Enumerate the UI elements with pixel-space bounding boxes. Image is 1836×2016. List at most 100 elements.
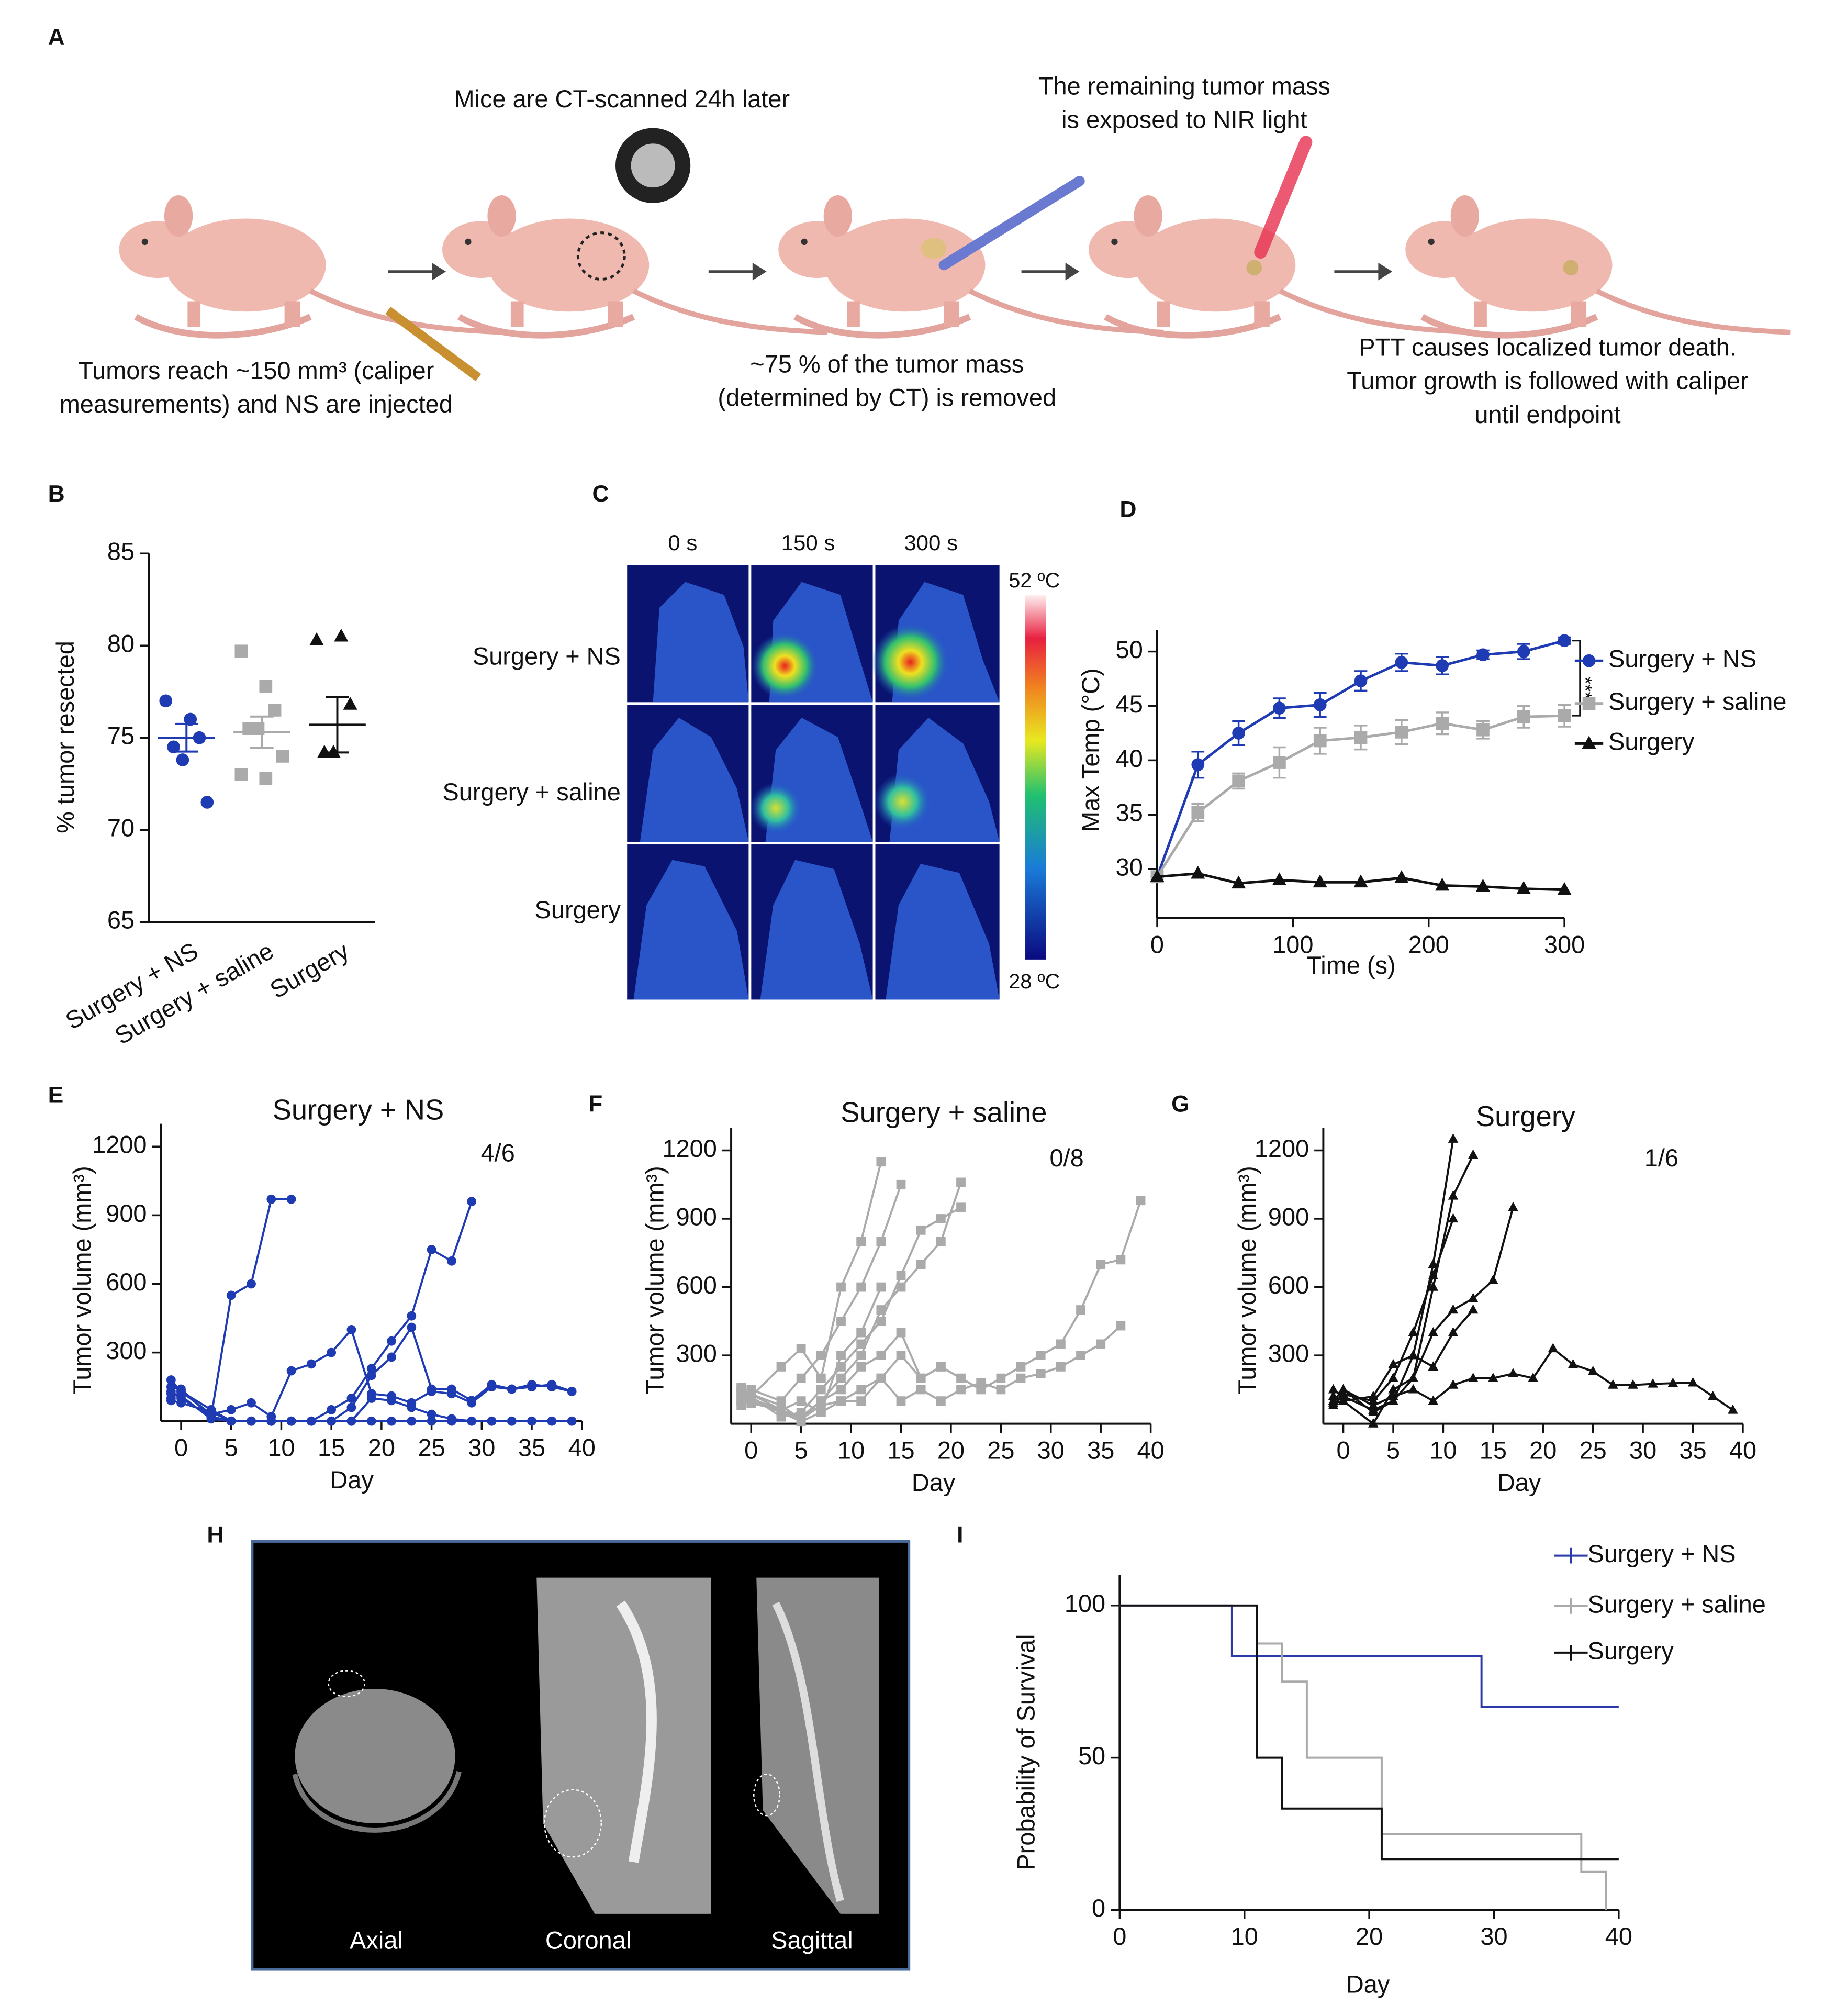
marker <box>1354 674 1368 688</box>
x-tick-label: 15 <box>887 1436 914 1464</box>
marker <box>268 704 282 717</box>
marker <box>1428 1270 1439 1279</box>
marker <box>226 1416 236 1426</box>
y-axis-label: Max Temp (°C) <box>1077 668 1104 832</box>
caption: Tumor growth is followed with caliper <box>1347 367 1749 395</box>
marker <box>407 1416 417 1426</box>
y-tick-label: 900 <box>676 1203 717 1230</box>
marker <box>427 1409 436 1419</box>
marker <box>326 744 341 758</box>
marker <box>176 1394 186 1403</box>
y-tick-label: 300 <box>1268 1340 1309 1367</box>
marker <box>1096 1339 1106 1349</box>
marker <box>1516 881 1531 894</box>
marker <box>346 1402 356 1412</box>
marker <box>346 1394 356 1403</box>
marker <box>1517 710 1530 723</box>
x-tick-label: 15 <box>318 1434 345 1461</box>
legend-label: Surgery <box>1608 728 1695 755</box>
marker <box>876 1351 886 1361</box>
marker <box>936 1362 946 1372</box>
marker <box>286 1366 296 1376</box>
marker <box>816 1373 826 1383</box>
marker <box>1076 1305 1085 1315</box>
marker <box>856 1339 866 1349</box>
marker <box>956 1385 966 1395</box>
y-tick-label: 900 <box>1268 1203 1309 1230</box>
legend-marker <box>1582 697 1596 710</box>
scale-min: 28 ºC <box>1009 970 1060 993</box>
x-axis-label: Day <box>912 1469 956 1496</box>
group-label: Surgery + NS <box>473 643 621 670</box>
x-tick-label: Surgery <box>265 937 354 1004</box>
marker <box>226 1405 236 1414</box>
marker <box>1273 756 1286 769</box>
x-tick-label: 35 <box>518 1434 545 1461</box>
y-tick-label: 65 <box>107 907 135 934</box>
y-tick-label: 75 <box>107 722 135 750</box>
marker <box>1548 1343 1559 1353</box>
marker <box>736 1385 746 1395</box>
marker <box>407 1402 417 1412</box>
x-tick-label: 15 <box>1480 1436 1507 1464</box>
x-tick-label: 100 <box>1272 931 1313 959</box>
marker <box>1116 1255 1126 1265</box>
marker <box>1388 1390 1398 1400</box>
marker <box>1448 1379 1459 1389</box>
marker <box>876 1316 886 1326</box>
marker <box>936 1396 946 1406</box>
marker <box>1313 698 1327 711</box>
marker <box>247 1398 256 1408</box>
x-tick-label: 10 <box>1429 1436 1457 1464</box>
marker <box>1232 774 1245 788</box>
legend-label: Surgery + NS <box>1588 1540 1736 1567</box>
y-tick-label: 1200 <box>1255 1135 1309 1162</box>
panel-label: C <box>592 481 609 507</box>
marker <box>366 1371 376 1380</box>
marker <box>1667 1377 1678 1387</box>
caption: Tumors reach ~150 mm³ (caliper <box>78 357 434 384</box>
x-tick-label: 5 <box>794 1436 808 1464</box>
legend-label: Surgery + saline <box>1608 688 1786 715</box>
y-tick-label: 1200 <box>92 1131 147 1159</box>
error-bar <box>175 722 198 753</box>
marker <box>1728 1404 1738 1414</box>
time-label: 0 s <box>668 530 697 555</box>
marker <box>343 697 357 710</box>
marker <box>856 1282 866 1292</box>
marker <box>1408 1350 1418 1360</box>
legend-marker <box>1582 654 1596 667</box>
marker <box>876 1305 886 1315</box>
marker <box>327 1405 337 1414</box>
marker <box>1076 1351 1085 1361</box>
series-line <box>740 1184 902 1402</box>
marker <box>446 1256 456 1266</box>
marker <box>446 1416 456 1426</box>
marker <box>1587 1365 1598 1375</box>
marker <box>346 1325 356 1334</box>
y-tick-label: 45 <box>1116 690 1143 718</box>
marker <box>816 1408 826 1417</box>
panel-label: A <box>48 25 65 50</box>
marker <box>1388 1384 1398 1394</box>
caption: Mice are CT-scanned 24h later <box>454 85 790 113</box>
marker <box>1328 1384 1339 1394</box>
x-tick-label: 20 <box>1529 1436 1557 1464</box>
marker <box>387 1396 396 1406</box>
marker <box>1608 1379 1618 1389</box>
marker <box>1191 758 1205 772</box>
survival-line <box>1119 1604 1607 1910</box>
marker <box>527 1416 536 1426</box>
series-line <box>171 1201 473 1422</box>
marker <box>1191 865 1205 879</box>
legend-glyph <box>1554 1645 1588 1661</box>
marker <box>1232 875 1246 889</box>
panel-label: B <box>48 481 65 507</box>
marker <box>1096 1260 1106 1269</box>
marker <box>286 1416 296 1426</box>
legend-glyph <box>1554 1547 1588 1564</box>
caption: The remaining tumor mass <box>1038 72 1330 99</box>
marker <box>1476 648 1490 662</box>
